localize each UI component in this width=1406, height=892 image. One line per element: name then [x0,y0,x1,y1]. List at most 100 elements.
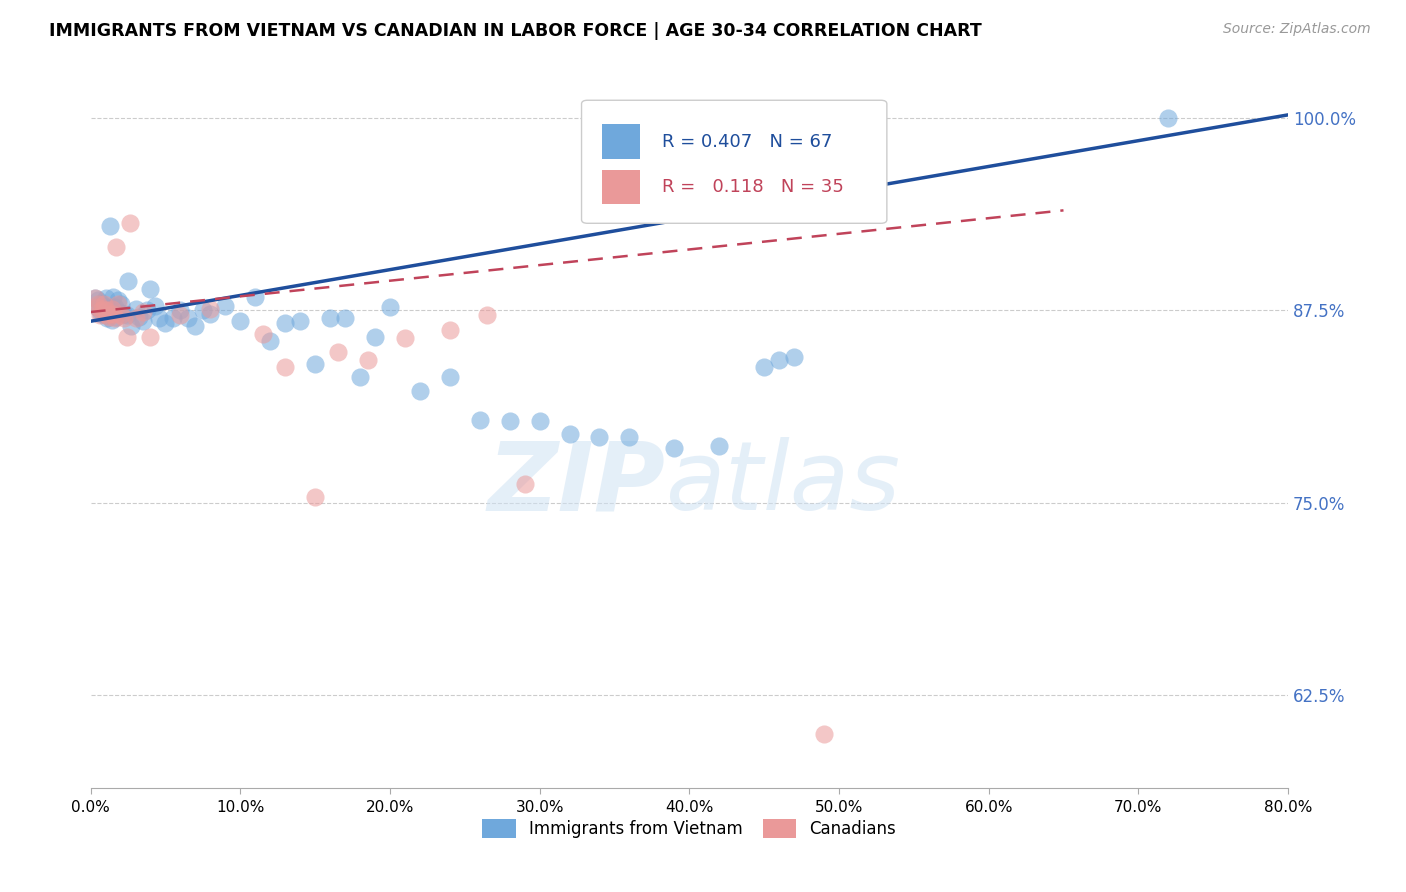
Point [98,306,121,320]
Point [191,303,214,318]
Point [139,282,162,296]
Point [96,311,118,326]
Point [94,308,117,322]
Text: R =   0.118   N = 35: R = 0.118 N = 35 [662,178,844,196]
Text: IMMIGRANTS FROM VIETNAM VS CANADIAN IN LABOR FORCE | AGE 30-34 CORRELATION CHART: IMMIGRANTS FROM VIETNAM VS CANADIAN IN L… [49,22,981,40]
Point [274,360,297,375]
Point [513,477,536,491]
Point [588,430,610,444]
Point [94,291,117,305]
Point [304,357,326,371]
Point [259,334,281,349]
Point [132,314,155,328]
Point [94,301,117,315]
Point [84,291,107,305]
Point [105,310,128,324]
Point [87,297,110,311]
Point [107,293,129,307]
Point [118,216,141,230]
Point [101,290,124,304]
Point [112,311,135,326]
FancyBboxPatch shape [602,124,640,159]
Point [477,308,499,322]
Point [499,414,522,428]
Point [136,303,159,318]
Point [101,306,124,320]
Point [709,439,731,453]
Point [394,331,416,345]
Point [120,318,142,333]
Point [98,306,121,320]
Point [105,240,128,254]
Point [89,308,111,322]
Point [200,306,222,320]
Point [768,352,790,367]
Point [184,318,207,333]
Point [1157,111,1180,125]
Point [148,311,170,326]
Point [90,303,112,318]
Point [319,311,342,326]
Point [91,303,114,318]
Point [103,311,125,326]
Point [97,310,120,324]
Point [112,306,135,320]
Point [229,314,252,328]
Point [813,727,835,741]
FancyBboxPatch shape [582,100,887,223]
Point [664,441,686,455]
Point [439,323,461,337]
Point [124,301,146,316]
Point [619,430,641,444]
Point [93,297,115,311]
Point [93,299,115,313]
Point [177,311,200,326]
Point [89,303,111,318]
Point [439,369,461,384]
Text: Source: ZipAtlas.com: Source: ZipAtlas.com [1223,22,1371,37]
Text: R = 0.407   N = 67: R = 0.407 N = 67 [662,133,832,151]
Point [96,308,118,322]
Point [378,301,401,315]
Point [468,413,491,427]
Point [86,301,108,315]
Text: atlas: atlas [665,437,900,531]
Point [752,360,775,375]
Point [783,350,806,364]
Point [115,308,138,322]
Point [101,303,124,318]
Point [115,329,138,343]
Point [110,308,132,322]
Point [90,306,112,320]
Point [132,305,155,319]
Point [333,311,356,326]
Point [86,301,108,315]
Point [349,369,371,384]
Point [274,316,297,330]
Point [529,414,551,428]
Point [103,301,125,315]
Point [200,301,222,316]
Point [288,314,311,328]
Point [100,312,122,326]
Point [94,303,117,318]
Point [84,291,107,305]
Point [169,308,191,322]
Point [139,329,162,343]
Point [91,301,114,316]
Point [108,305,131,319]
Point [304,490,326,504]
Point [356,352,378,367]
Point [558,426,581,441]
Point [90,295,112,310]
Point [87,293,110,307]
Point [100,301,122,316]
Point [124,311,146,326]
Point [245,290,267,304]
Point [409,384,432,398]
Point [326,345,349,359]
Legend: Immigrants from Vietnam, Canadians: Immigrants from Vietnam, Canadians [475,812,903,845]
Point [98,219,121,233]
FancyBboxPatch shape [602,169,640,204]
Point [169,303,191,318]
